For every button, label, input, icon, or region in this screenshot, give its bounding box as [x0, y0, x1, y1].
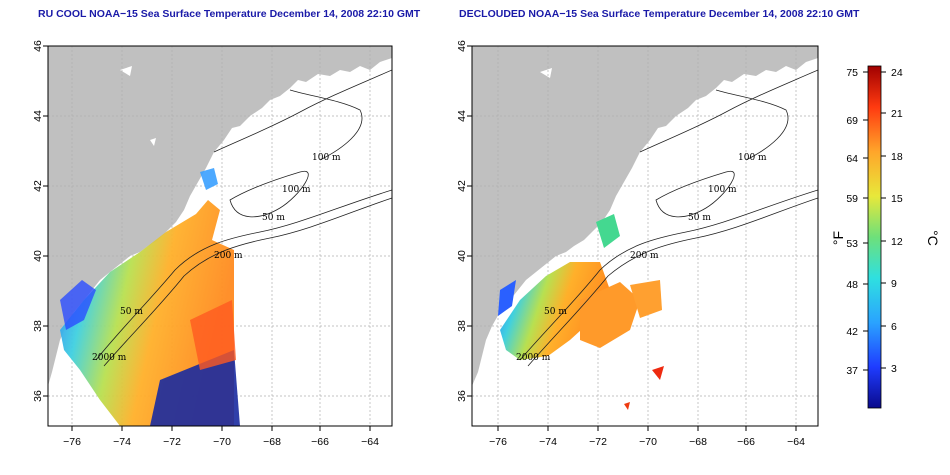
colorbar-c-tick: 21 — [891, 108, 903, 120]
right-lat-tick: 40 — [456, 250, 468, 262]
right-contour-label: 2000 m — [516, 353, 551, 363]
right-lat-tick: 46 — [456, 40, 468, 52]
colorbar-f-tick: 64 — [846, 153, 858, 165]
left-lon-tick: −64 — [361, 436, 379, 448]
left-land — [48, 46, 392, 386]
left-map-title: RU COOL NOAA−15 Sea Surface Temperature … — [38, 8, 421, 20]
left-map-frame — [47, 45, 393, 427]
colorbar: 75 69 64 59 53 48 42 37 24 21 18 15 12 9… — [830, 65, 941, 409]
colorbar-fahrenheit-unit: °F — [830, 231, 846, 245]
left-contour-label: 100 m — [282, 185, 311, 195]
right-lon-tick: −70 — [639, 436, 657, 448]
colorbar-c-tick: 18 — [891, 151, 903, 163]
right-lon-tick: −76 — [489, 436, 507, 448]
left-lon-tick: −66 — [311, 436, 329, 448]
colorbar-f-tick: 48 — [846, 279, 858, 291]
right-lat-tick: 44 — [456, 110, 468, 122]
right-lat-tick: 42 — [456, 180, 468, 192]
right-contour-label: 50 m — [544, 307, 567, 317]
left-contour-label: 50 m — [120, 307, 143, 317]
left-lat-tick: 38 — [32, 320, 44, 332]
colorbar-f-tick: 75 — [846, 67, 858, 79]
right-map-frame — [471, 45, 819, 427]
colorbar-f-tick: 59 — [846, 193, 858, 205]
left-contour-label: 2000 m — [92, 353, 127, 363]
left-lon-tick: −68 — [263, 436, 281, 448]
left-lat-tick: 36 — [32, 390, 44, 402]
right-land — [472, 46, 818, 386]
right-map-title: DECLOUDED NOAA−15 Sea Surface Temperatur… — [459, 8, 860, 20]
left-lon-tick: −76 — [63, 436, 81, 448]
colorbar-c-tick: 3 — [891, 363, 897, 375]
right-map-panel: 100 m 100 m 50 m 200 m 50 m 2000 m −76 −… — [456, 40, 819, 448]
left-lat-tick: 44 — [32, 110, 44, 122]
left-lat-tick: 46 — [32, 40, 44, 52]
colorbar-f-tick: 42 — [846, 326, 858, 338]
right-lon-tick: −74 — [539, 436, 557, 448]
colorbar-c-tick: 9 — [891, 278, 897, 290]
left-axis-ticks — [43, 45, 371, 431]
right-bathymetry-contours — [519, 69, 818, 367]
left-contour-label: 200 m — [214, 251, 243, 261]
colorbar-f-tick: 53 — [846, 238, 858, 250]
left-map-panel: 100 m 100 m 50 m 200 m 50 m 2000 m −76 −… — [32, 40, 393, 448]
left-lat-tick: 40 — [32, 250, 44, 262]
left-bathymetry-contours — [95, 69, 392, 367]
right-gridlines — [472, 46, 818, 426]
right-lon-tick: −66 — [737, 436, 755, 448]
right-lon-tick: −72 — [589, 436, 607, 448]
right-axis-ticks — [467, 45, 797, 431]
left-contour-label: 50 m — [262, 213, 285, 223]
left-contour-label: 100 m — [312, 153, 341, 163]
right-lon-tick: −64 — [787, 436, 805, 448]
colorbar-f-tick: 37 — [846, 365, 858, 377]
colorbar-c-tick: 12 — [891, 236, 903, 248]
right-contour-label: 200 m — [630, 251, 659, 261]
right-lon-tick: −68 — [689, 436, 707, 448]
right-contour-label: 100 m — [708, 185, 737, 195]
colorbar-c-tick: 15 — [891, 193, 903, 205]
right-lat-tick: 38 — [456, 320, 468, 332]
left-lat-tick: 42 — [32, 180, 44, 192]
colorbar-c-tick: 24 — [891, 67, 903, 79]
colorbar-celsius-unit: °C — [925, 230, 941, 246]
colorbar-scale — [867, 65, 882, 409]
left-lon-tick: −70 — [213, 436, 231, 448]
colorbar-f-tick: 69 — [846, 115, 858, 127]
right-lat-tick: 36 — [456, 390, 468, 402]
colorbar-c-tick: 6 — [891, 321, 897, 333]
left-lon-tick: −72 — [163, 436, 181, 448]
right-contour-label: 100 m — [738, 153, 767, 163]
left-lon-tick: −74 — [113, 436, 131, 448]
right-contour-label: 50 m — [688, 213, 711, 223]
right-sst-patch — [500, 262, 610, 360]
